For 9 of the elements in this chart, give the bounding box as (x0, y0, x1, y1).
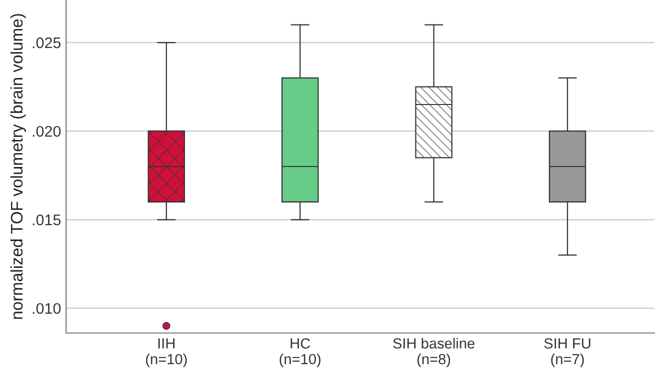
x-tick-label: SIH FU (n=7) (544, 338, 590, 368)
y-tick-label: .010 (32, 303, 61, 314)
x-tick-label: HC (n=10) (280, 338, 320, 368)
y-axis-title: normalized TOF volumetry (brain volume) (10, 14, 26, 319)
x-tick-label: SIH baseline (n=8) (393, 338, 474, 368)
y-tick-label: .020 (32, 126, 61, 137)
x-tick-label: IIH (n=10) (146, 338, 187, 368)
y-tick-label: .015 (32, 214, 61, 226)
y-tick-label: .025 (32, 37, 61, 48)
